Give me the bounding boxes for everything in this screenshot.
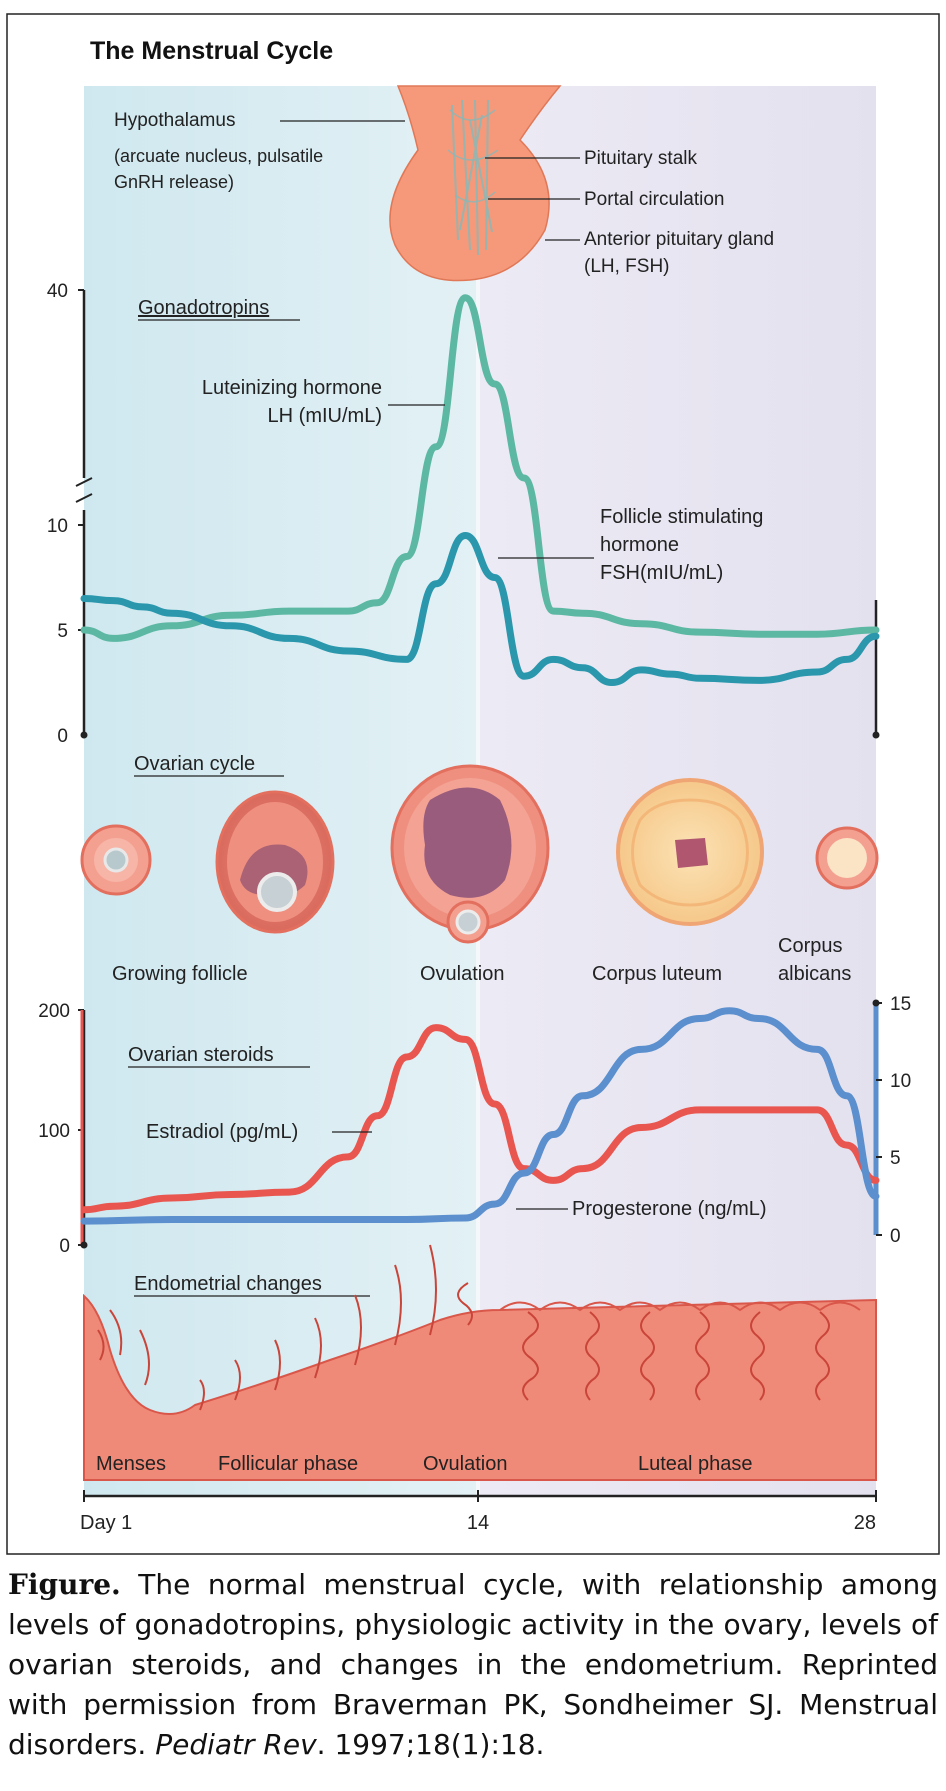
estradiol-label: Estradiol (pg/mL)	[146, 1121, 298, 1143]
lh-series-line	[80, 294, 880, 642]
steroids-left-axis-endpoint	[80, 1241, 88, 1249]
growing-follicle-illustration	[215, 790, 335, 934]
corpus-luteum-illustration	[616, 778, 764, 926]
progesterone-series-line	[80, 1007, 880, 1225]
corpus-luteum-label: Corpus luteum	[592, 963, 722, 985]
endometrium-illustration	[83, 1244, 877, 1481]
ovulating-follicle-illustration	[390, 764, 550, 944]
hypothalamus-label: Hypothalamus	[114, 110, 235, 131]
corpus-albicans-illustration	[815, 826, 879, 890]
steroids-y-right-tick-10: 10	[890, 1071, 911, 1092]
fsh-series-line	[80, 532, 880, 686]
small-follicle-illustration	[80, 824, 152, 896]
estradiol-series-line	[80, 1024, 880, 1214]
corpus-albicans-label-2: albicans	[778, 963, 851, 985]
pituitary-stalk-label: Pituitary stalk	[584, 148, 697, 169]
luteal-phase-label: Luteal phase	[638, 1453, 753, 1475]
gonadotropins-axes	[75, 290, 878, 735]
caption-text: The normal menstrual cycle, with relatio…	[8, 1568, 938, 1761]
caption-journal: Pediatr Rev	[155, 1728, 317, 1761]
gonadotropins-y-tick-0: 0	[57, 726, 68, 747]
gonadotropins-y-tick-5: 5	[57, 621, 68, 642]
growing-follicle-label: Growing follicle	[112, 963, 248, 985]
lh-label-2: LH (mIU/mL)	[268, 405, 382, 427]
gonadotropins-axis-endpoint-left	[80, 731, 88, 739]
steroids-y-left-tick-0: 0	[59, 1236, 70, 1257]
anterior-pituitary-label-1: Anterior pituitary gland	[584, 229, 774, 250]
lh-label-1: Luteinizing hormone	[202, 377, 382, 399]
caption-citation-end: . 1997;18(1):18.	[316, 1728, 545, 1761]
hypothalamus-detail-2: GnRH release)	[114, 172, 234, 192]
x-tick-28: 28	[854, 1512, 876, 1534]
steroids-right-axis-endpoint	[872, 999, 880, 1007]
steroids-y-left-tick-100: 100	[38, 1121, 70, 1142]
steroids-y-right-tick-0: 0	[890, 1226, 901, 1247]
gonadotropins-y-tick-40: 40	[47, 281, 68, 302]
gonadotropins-y-tick-10: 10	[47, 516, 68, 537]
figure-title: The Menstrual Cycle	[90, 37, 333, 65]
steroids-y-right-tick-15: 15	[890, 994, 911, 1015]
gonadotropins-axis-endpoint-right	[872, 731, 880, 739]
endometrial-changes-heading: Endometrial changes	[134, 1273, 322, 1295]
steroids-y-left-tick-200: 200	[38, 1001, 70, 1022]
anterior-pituitary-label-2: (LH, FSH)	[584, 256, 670, 277]
x-tick-14: 14	[467, 1512, 489, 1534]
fsh-label-3: FSH(mIU/mL)	[600, 562, 723, 584]
hypothalamus-detail-1: (arcuate nucleus, pulsatile	[114, 146, 323, 166]
ovarian-cycle-heading: Ovarian cycle	[134, 753, 255, 775]
steroids-y-right-tick-5: 5	[890, 1148, 901, 1169]
x-tick-day-1: Day 1	[80, 1512, 132, 1534]
portal-circulation-label: Portal circulation	[584, 189, 724, 210]
fsh-label-2: hormone	[600, 534, 679, 556]
menstrual-cycle-figure: The Menstrual Cycle Hypothalamus (arcuat…	[6, 13, 940, 1555]
ovarian-steroids-heading: Ovarian steroids	[128, 1044, 274, 1066]
ovulation-endometrium-label: Ovulation	[423, 1453, 508, 1475]
caption-label: Figure.	[8, 1568, 121, 1601]
ovulation-ovary-label: Ovulation	[420, 963, 505, 985]
pituitary-illustration	[389, 85, 562, 282]
fsh-label-1: Follicle stimulating	[600, 506, 763, 528]
menses-label: Menses	[96, 1453, 166, 1475]
gonadotropins-heading: Gonadotropins	[138, 297, 269, 319]
progesterone-label: Progesterone (ng/mL)	[572, 1198, 767, 1220]
follicular-phase-label: Follicular phase	[218, 1453, 358, 1475]
x-axis-ticks	[83, 1490, 877, 1502]
figure-caption: Figure. The normal menstrual cycle, with…	[8, 1565, 938, 1765]
corpus-albicans-label-1: Corpus	[778, 935, 842, 957]
